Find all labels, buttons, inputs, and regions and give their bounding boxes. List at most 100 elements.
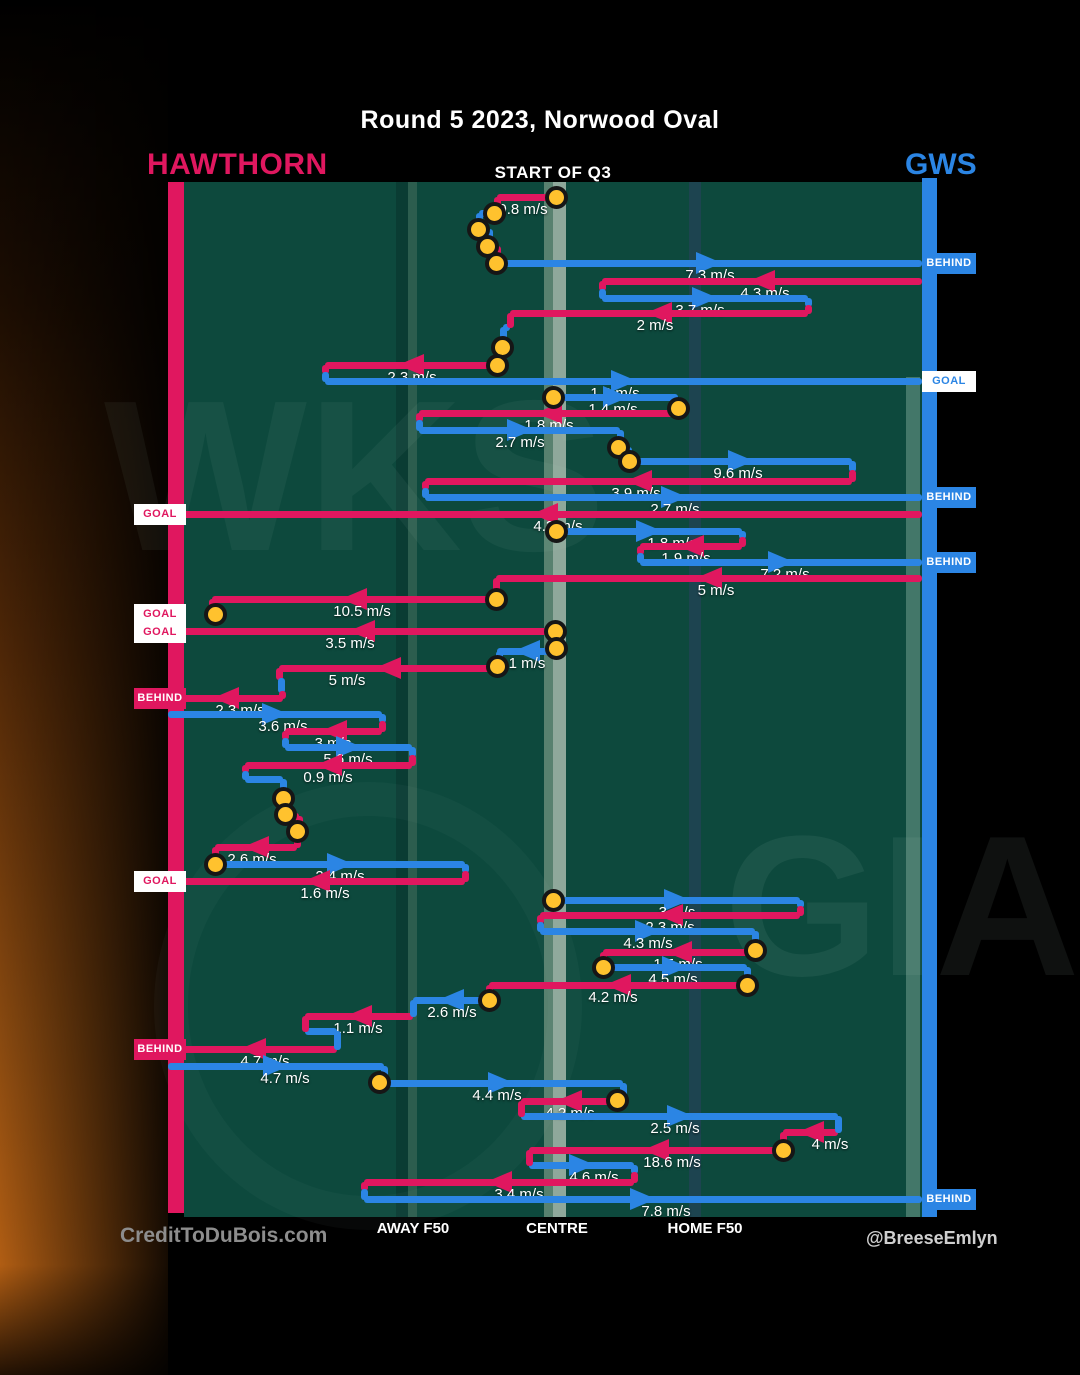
kick-segment bbox=[489, 974, 747, 996]
ball-marker bbox=[484, 251, 508, 275]
link-connector bbox=[360, 1189, 368, 1200]
score-badge-goal: GOAL bbox=[134, 603, 186, 625]
link-connector bbox=[281, 738, 289, 748]
arrow-left-icon bbox=[797, 1121, 824, 1143]
kick-segment bbox=[215, 853, 465, 875]
link-connector bbox=[598, 281, 606, 291]
link-connector bbox=[848, 461, 856, 472]
link-connector bbox=[321, 365, 329, 374]
arrow-right-icon bbox=[263, 1055, 289, 1077]
link-connector bbox=[796, 900, 804, 908]
link-connector bbox=[360, 1182, 368, 1191]
kick-segment bbox=[425, 470, 852, 492]
speed-label: 1.6 m/s bbox=[300, 885, 350, 902]
speed-label: 7.8 m/s bbox=[641, 1203, 691, 1220]
arrow-left-icon bbox=[315, 754, 342, 776]
link-connector bbox=[241, 765, 249, 773]
arrow-left-icon bbox=[303, 870, 330, 892]
kick-segment bbox=[553, 889, 800, 911]
kick-segment bbox=[168, 703, 382, 725]
score-badge-behind: BEHIND bbox=[922, 551, 976, 573]
kick-segment bbox=[521, 1105, 838, 1127]
link-connector bbox=[278, 691, 286, 699]
ball-marker bbox=[485, 654, 509, 678]
link-connector bbox=[301, 1016, 309, 1032]
kick-segment bbox=[325, 370, 922, 392]
kick-segment bbox=[496, 252, 922, 274]
link-connector bbox=[804, 298, 812, 307]
arrow-right-icon bbox=[327, 853, 353, 875]
arrow-left-icon bbox=[657, 904, 683, 926]
ball-marker bbox=[771, 1138, 795, 1162]
ball-marker bbox=[485, 353, 509, 377]
arrow-right-icon bbox=[506, 419, 533, 441]
kick-segment bbox=[521, 1090, 617, 1112]
kick-segment bbox=[305, 1027, 337, 1035]
speed-label: 2.7 m/s bbox=[495, 434, 545, 451]
speed-label: 5 m/s bbox=[328, 672, 366, 689]
link-connector bbox=[834, 1116, 842, 1133]
ball-marker bbox=[544, 519, 568, 543]
home-f50-line bbox=[689, 182, 701, 1217]
link-connector bbox=[378, 714, 386, 723]
kick-segment bbox=[540, 904, 800, 926]
ball-marker bbox=[591, 955, 615, 979]
kick-segment bbox=[556, 520, 742, 542]
link-connector bbox=[281, 731, 289, 740]
team-label-hawthorn: HAWTHORN bbox=[147, 148, 328, 181]
kick-segment bbox=[553, 386, 678, 408]
score-badge-behind: BEHIND bbox=[134, 1038, 186, 1060]
kick-segment bbox=[529, 1139, 783, 1161]
speed-label: 4.4 m/s bbox=[472, 1087, 522, 1104]
ball-marker bbox=[285, 819, 309, 843]
arrow-right-icon bbox=[727, 450, 754, 472]
arrow-left-icon bbox=[532, 503, 558, 525]
link-connector bbox=[378, 721, 386, 732]
kick-segment bbox=[640, 551, 922, 573]
arrow-right-icon bbox=[666, 1105, 693, 1127]
kick-segment bbox=[168, 503, 922, 525]
ball-marker bbox=[605, 1088, 629, 1112]
kick-segment bbox=[168, 1055, 384, 1077]
ball-marker bbox=[541, 888, 565, 912]
kick-segment bbox=[285, 736, 412, 758]
centre-line-dark bbox=[544, 182, 553, 1217]
arrow-right-icon bbox=[630, 1188, 656, 1210]
link-connector bbox=[415, 420, 423, 431]
arrow-left-icon bbox=[625, 470, 652, 492]
ball-marker bbox=[541, 385, 565, 409]
kick-segment bbox=[603, 941, 755, 963]
goal-square-line bbox=[906, 377, 920, 1217]
ball-marker bbox=[617, 449, 641, 473]
arrow-left-icon bbox=[646, 302, 672, 324]
speed-label: 2.6 m/s bbox=[427, 1004, 477, 1021]
score-badge-behind: BEHIND bbox=[922, 486, 976, 508]
arrow-left-icon bbox=[513, 640, 540, 662]
kick-segment bbox=[540, 920, 755, 942]
kick-segment bbox=[245, 775, 283, 783]
ball-marker bbox=[544, 636, 568, 660]
speed-label: 10.5 m/s bbox=[333, 603, 391, 620]
arrow-right-icon bbox=[662, 956, 688, 978]
link-connector bbox=[525, 1150, 533, 1166]
score-badge-behind: BEHIND bbox=[922, 1188, 976, 1210]
arrow-left-icon bbox=[643, 1139, 669, 1161]
author-handle: @BreeseEmlyn bbox=[866, 1228, 998, 1248]
ball-marker bbox=[666, 396, 690, 420]
kick-segment bbox=[364, 1171, 634, 1193]
score-badge-goal: GOAL bbox=[134, 621, 186, 643]
ball-marker bbox=[544, 185, 568, 209]
arrow-right-icon bbox=[262, 703, 288, 725]
speed-label: 18.6 m/s bbox=[643, 1154, 701, 1171]
link-connector bbox=[409, 1000, 417, 1017]
arrow-right-icon bbox=[768, 551, 794, 573]
kick-segment bbox=[529, 1154, 634, 1176]
link-connector bbox=[321, 372, 329, 382]
kick-segment bbox=[212, 588, 496, 610]
speed-label: 2.5 m/s bbox=[650, 1120, 700, 1137]
kick-segment bbox=[215, 836, 297, 858]
kick-segment bbox=[245, 754, 412, 776]
arrow-right-icon bbox=[335, 736, 362, 758]
arrow-right-icon bbox=[660, 486, 687, 508]
